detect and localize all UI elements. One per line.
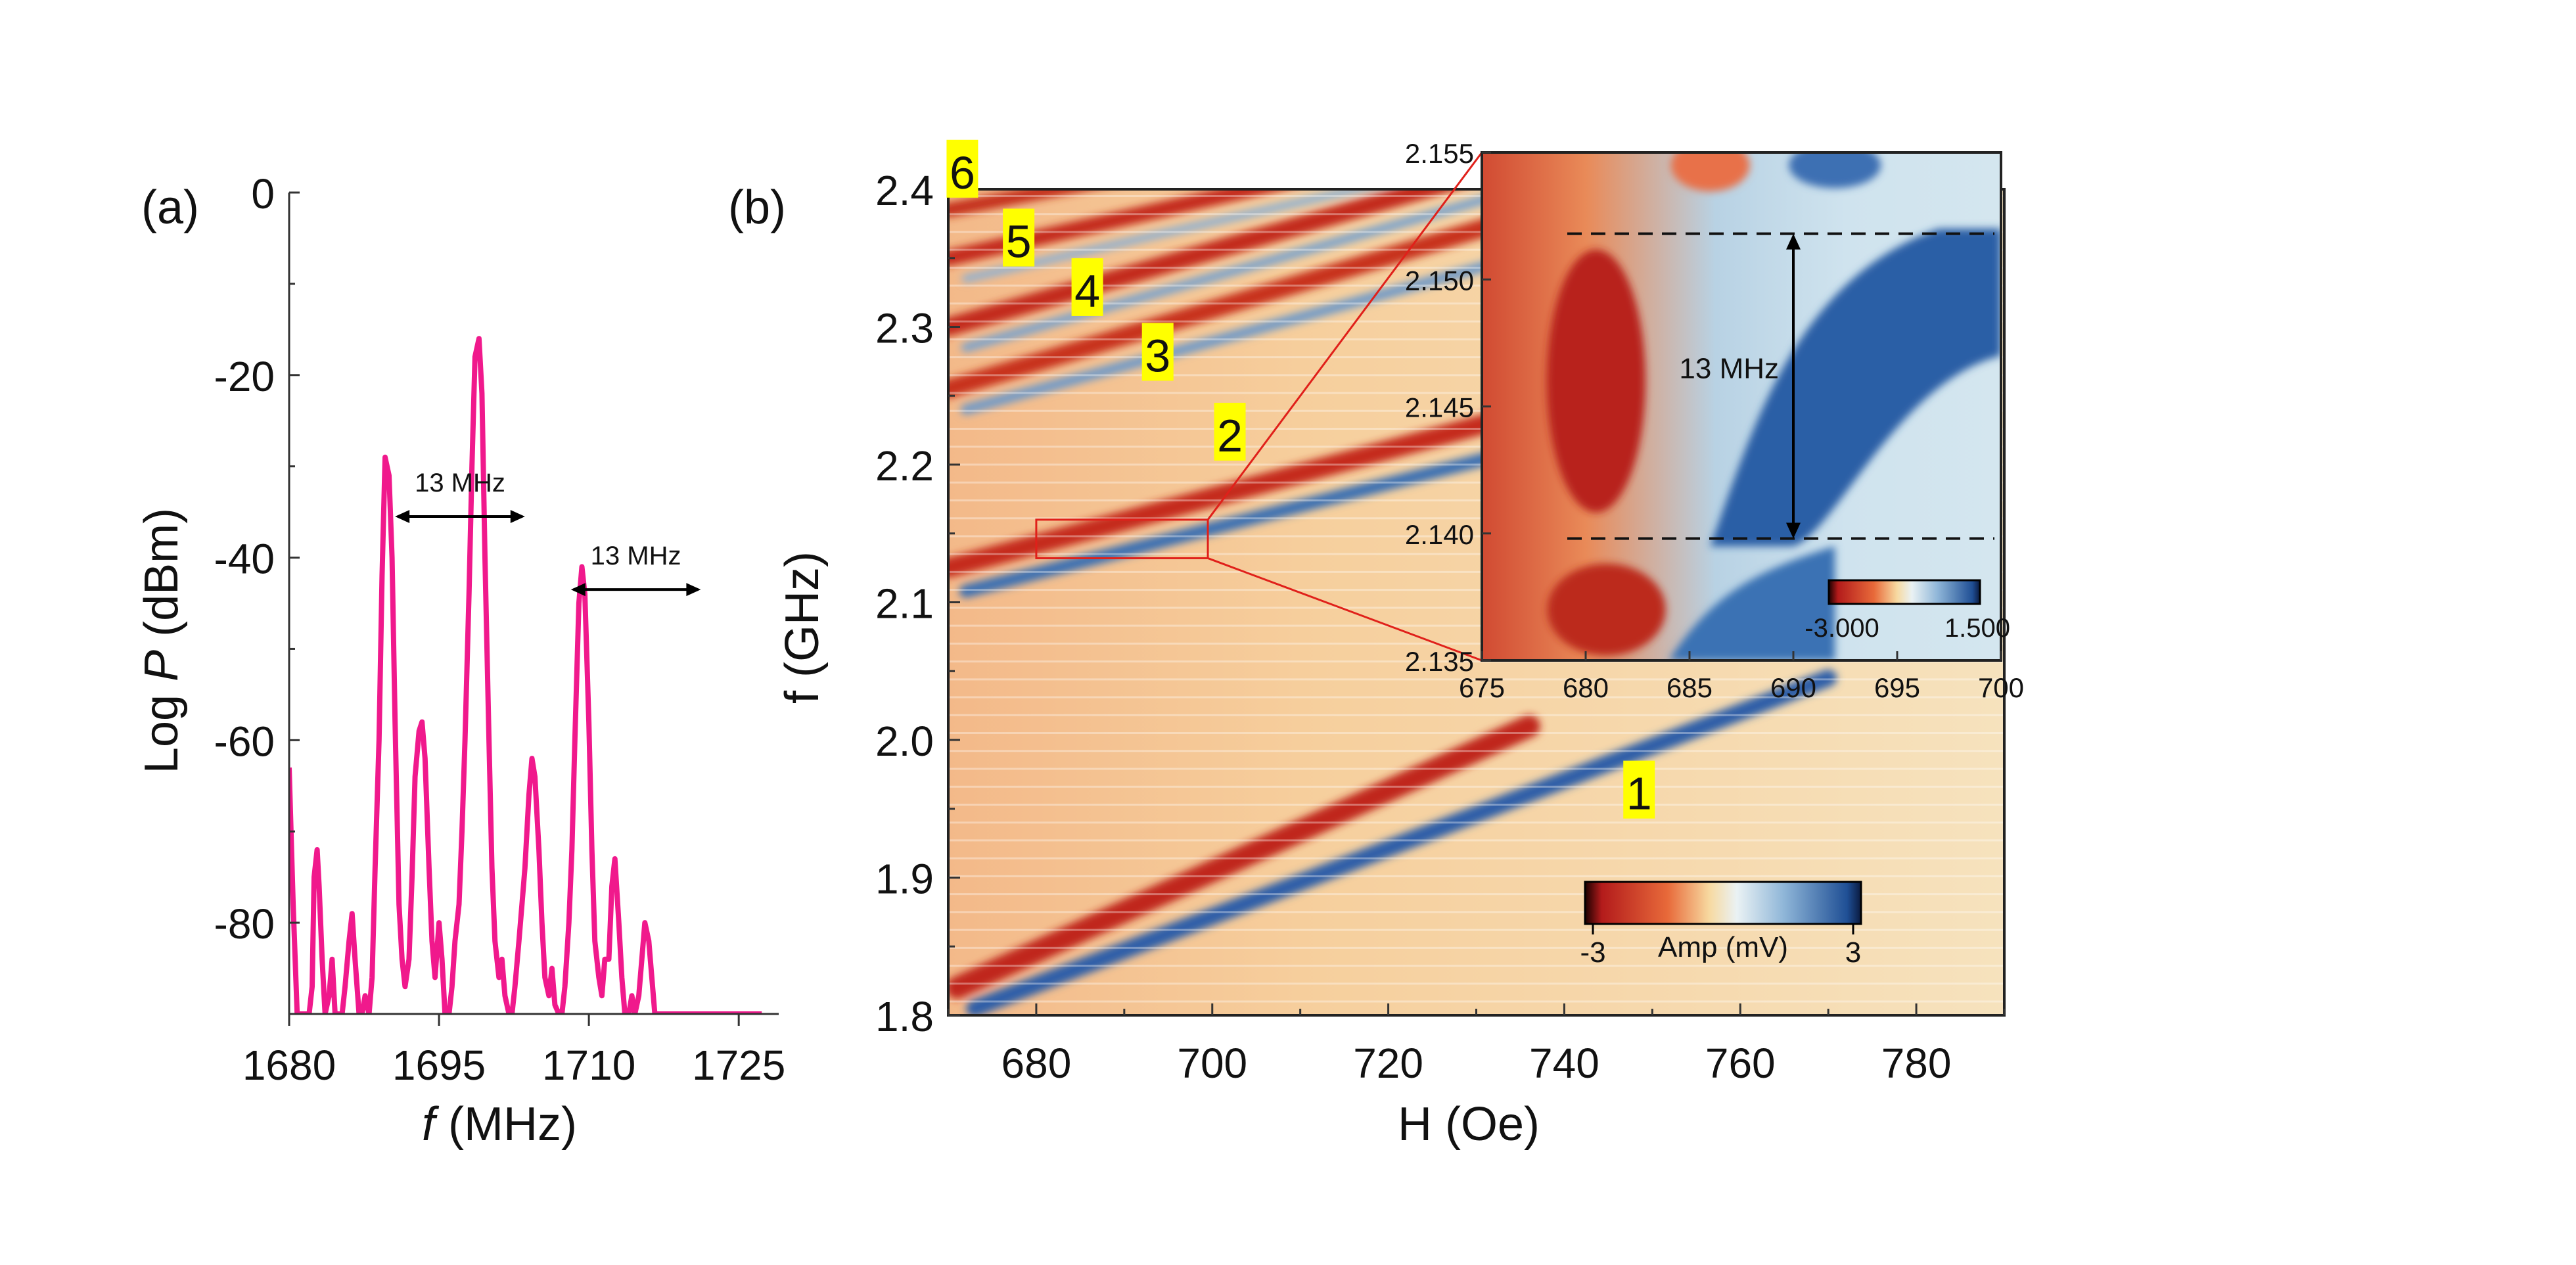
arrow-head-left (395, 510, 410, 524)
panel-label-b: (b) (728, 181, 786, 234)
colorbar-label: Amp (mV) (1658, 931, 1788, 963)
inset-x-tick-label: 695 (1874, 672, 1920, 703)
inset-x-tick-label: 690 (1770, 672, 1816, 703)
inset-red-region (1546, 249, 1645, 513)
x-tick-label-b: 740 (1529, 1040, 1599, 1087)
chart-a: 0 -20 -40 -60 -80 1680 1695 1710 1725 13 MHz 13 M… (214, 170, 786, 1089)
spectrum-line (289, 336, 762, 1014)
x-tick-label-b: 780 (1881, 1040, 1952, 1087)
inset-x-tick-label: 685 (1667, 672, 1713, 703)
mode-band-blue (960, 239, 1570, 415)
x-tick-label-b: 760 (1705, 1040, 1776, 1087)
zoom-connector (1207, 557, 1483, 662)
inset-annotation-label: 13 MHz (1679, 353, 1779, 385)
y-axis-label-a: Log P (dBm) (135, 508, 188, 773)
mode-label: 1 (1626, 768, 1652, 819)
inset-red-region (1670, 152, 1750, 192)
zoom-connector (1207, 152, 1483, 520)
mode-band-blue (961, 189, 1374, 283)
arrow-head-right (510, 510, 525, 524)
y-tick-label-a: -40 (214, 536, 275, 583)
spacing-label: 13 MHz (415, 469, 505, 497)
mode-label-box (1214, 402, 1246, 461)
x-tick-label-a: 1695 (392, 1042, 486, 1089)
y-tick-label-b: 2.0 (875, 718, 934, 765)
x-tick-label-a: 1710 (542, 1042, 635, 1089)
mode-label: 2 (1217, 410, 1243, 461)
mode-band-blue (966, 669, 1837, 1015)
inset-arrow-head (1786, 233, 1801, 250)
mode-band-red (948, 189, 1095, 218)
inset-arrow-head (1786, 522, 1801, 539)
mode-label-box (1003, 208, 1035, 267)
y-tick-label-b: 2.3 (875, 305, 934, 352)
mode-label: 4 (1074, 265, 1100, 317)
mode-label-box (1071, 258, 1103, 316)
mode-band-blue (961, 189, 1525, 352)
arrow-head-left (570, 583, 586, 597)
colorbar (1584, 881, 1862, 925)
y-tick-label-a: 0 (251, 170, 275, 218)
inset-blue-region (1710, 228, 2001, 547)
y-tick-label-a: -80 (214, 900, 275, 948)
x-axis-label-b: H (Oe) (1398, 1098, 1540, 1151)
y-tick-label-b: 2.4 (875, 167, 934, 214)
inset-red-region (1547, 563, 1666, 656)
mode-band-red (948, 715, 1540, 1000)
spacing-label: 13 MHz (591, 541, 681, 570)
colorbar-min-label: -3 (1580, 936, 1605, 969)
inset-y-tick-label: 2.140 (1405, 519, 1474, 550)
inset-colorbar (1828, 579, 1981, 605)
inset-y-tick-label: 2.145 (1405, 392, 1474, 423)
mode-label: 3 (1145, 330, 1170, 381)
y-tick-label-b: 2.2 (875, 442, 934, 490)
inset-blue-region (1789, 152, 1881, 189)
mode-band-red (948, 207, 1530, 398)
x-tick-label-b: 720 (1353, 1040, 1423, 1087)
mode-label: 5 (1006, 216, 1032, 267)
x-tick-label-b: 680 (1001, 1040, 1072, 1087)
y-axis-label-b: f (GHz) (776, 551, 829, 704)
inset-x-tick-label: 700 (1978, 672, 2024, 703)
colorbar-max-label: 3 (1845, 936, 1861, 969)
arrow-head-right (686, 583, 701, 597)
inset-blue-region (1668, 546, 1835, 660)
inset-colorbar-min-label: -3.000 (1805, 614, 1879, 643)
y-tick-label-a: -20 (214, 353, 275, 400)
y-tick-label-b: 1.9 (875, 856, 934, 903)
inset-x-tick-label: 680 (1563, 672, 1609, 703)
x-tick-label-a: 1725 (692, 1042, 785, 1089)
zoom-box (1035, 518, 1209, 559)
inset-colorbar-max-label: 1.500 (1944, 614, 2010, 643)
y-tick-label-b: 2.1 (875, 580, 934, 628)
x-tick-label-a: 1680 (242, 1042, 336, 1089)
y-tick-label-a: -60 (214, 718, 275, 765)
inset-chart: 2.135 2.140 2.145 2.150 2.155 675 680 685 690 695… (1405, 138, 2024, 703)
inset-x-tick-label: 675 (1459, 672, 1505, 703)
inset-y-tick-label: 2.155 (1405, 138, 1474, 169)
mode-label-box (1141, 323, 1174, 381)
panel-label-a: (a) (141, 181, 199, 234)
x-tick-label-b: 700 (1177, 1040, 1247, 1087)
mode-label: 6 (950, 147, 975, 198)
mode-band-red (948, 392, 1575, 578)
mode-label-box (1623, 760, 1655, 819)
mode-label-box (946, 139, 978, 198)
x-axis-label-a: f (MHz) (422, 1098, 577, 1151)
inset-y-tick-label: 2.135 (1405, 646, 1474, 677)
y-tick-label-b: 1.8 (875, 993, 934, 1040)
inset-y-tick-label: 2.150 (1405, 265, 1474, 296)
